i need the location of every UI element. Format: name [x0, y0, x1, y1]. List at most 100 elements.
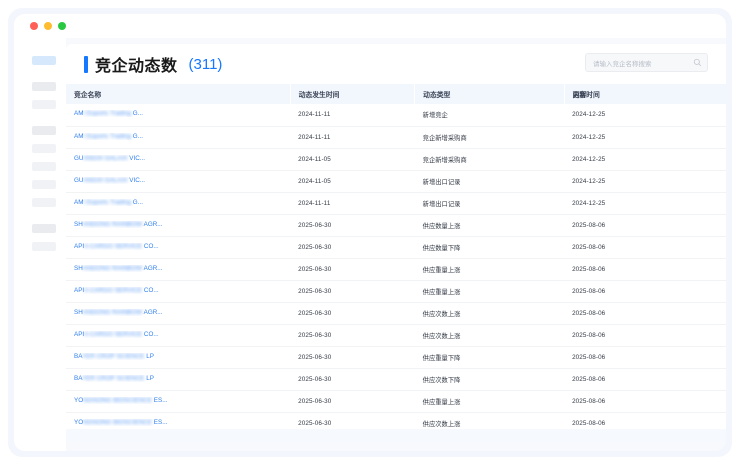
table-header: 竞企名称动态发生时间动态类型内容更新时间: [66, 84, 726, 104]
company-link[interactable]: GUANGXI GALAXI VIC...: [74, 154, 146, 162]
company-link[interactable]: GUANGXI GALAXI VIC...: [74, 176, 146, 184]
table-row[interactable]: APIA CARGO SERVICE CO... 2025-06-30 供应次数上涨…: [66, 324, 726, 347]
sidebar-item-group-1-title[interactable]: [32, 82, 56, 91]
cell-update-date: 2025-08-06: [564, 236, 726, 259]
main-content: 竞企动态数 (311) 请输入竞企名称搜索: [66, 38, 726, 451]
search-input[interactable]: 请输入竞企名称搜索: [585, 53, 708, 72]
column-header-0[interactable]: 竞企名称: [66, 84, 291, 104]
cell-event-type: 竞企新增采购商: [414, 148, 565, 171]
cell-company-name[interactable]: SHANDONG RAINBOW AGR...: [66, 258, 291, 281]
sidebar-item-group-3-sub-1[interactable]: [32, 242, 56, 251]
column-header-4[interactable]: 更新时间: [564, 84, 726, 104]
cell-event-type: 新增出口记录: [414, 170, 565, 193]
search-placeholder: 请输入竞企名称搜索: [593, 60, 652, 68]
sidebar-item-group-2-sub-3[interactable]: [32, 180, 56, 189]
redacted-company-text: YER CROP SCIENCE: [81, 352, 145, 360]
cell-event-date: 2025-06-30: [290, 390, 415, 413]
table-row[interactable]: APIA CARGO SERVICE CO... 2025-06-30 供应重量上涨…: [66, 280, 726, 303]
cell-event-type: 供应重量上涨: [414, 280, 565, 303]
company-link[interactable]: SHANDONG RAINBOW AGR...: [74, 220, 163, 228]
company-link[interactable]: SHANDONG RAINBOW AGR...: [74, 308, 163, 316]
company-link[interactable]: AMI Exports Trading G...: [74, 110, 143, 118]
cell-company-name[interactable]: GUANGXI GALAXI VIC...: [66, 170, 291, 193]
cell-event-type: 竞企新增采购商: [414, 126, 565, 149]
cell-update-date: 2025-08-06: [564, 302, 726, 325]
cell-company-name[interactable]: AMI Exports Trading G...: [66, 192, 291, 215]
redacted-company-text: ANDONG RAINBOW: [82, 308, 143, 316]
cell-company-name[interactable]: SHANDONG RAINBOW AGR...: [66, 302, 291, 325]
cell-event-type: 供应重量下降: [414, 346, 565, 369]
search-icon[interactable]: [693, 58, 702, 67]
column-header-2[interactable]: 动态类型: [414, 84, 565, 104]
cell-update-date: 2025-08-06: [564, 214, 726, 237]
minimize-window-dot[interactable]: [44, 22, 52, 30]
cell-company-name[interactable]: APIA CARGO SERVICE CO...: [66, 324, 291, 347]
sidebar-group-gap: [14, 118, 66, 126]
table-row[interactable]: BAYER CROP SCIENCE LP 2025-06-30 供应次数下降 202…: [66, 368, 726, 391]
table-row[interactable]: BAYER CROP SCIENCE LP 2025-06-30 供应重量下降 202…: [66, 346, 726, 369]
cell-update-date: 2025-08-06: [564, 324, 726, 347]
cell-update-date: 2024-12-25: [564, 192, 726, 215]
cell-company-name[interactable]: GUANGXI GALAXI VIC...: [66, 148, 291, 171]
cell-update-date: 2025-08-06: [564, 280, 726, 303]
company-link[interactable]: APIA CARGO SERVICE CO...: [74, 330, 159, 338]
sidebar-item-group-2-sub-1[interactable]: [32, 144, 56, 153]
table-row[interactable]: YONGNONG BIOSCIENCE ES... 2025-06-30 供应次数上…: [66, 412, 726, 435]
redacted-company-text: NGNONG BIOSCIENCE: [83, 418, 153, 426]
company-link[interactable]: YONGNONG BIOSCIENCE ES...: [74, 396, 168, 404]
table-row[interactable]: APIA CARGO SERVICE CO... 2025-06-30 供应数量下降…: [66, 236, 726, 259]
table-row[interactable]: AMI Exports Trading G... 2024-11-11 新增竞企 20…: [66, 104, 726, 127]
sidebar-item-group-2-sub-4[interactable]: [32, 198, 56, 207]
cell-company-name[interactable]: AMI Exports Trading G...: [66, 104, 291, 127]
company-link[interactable]: BAYER CROP SCIENCE LP: [74, 352, 154, 360]
sidebar-item-active[interactable]: [32, 56, 56, 65]
company-link[interactable]: APIA CARGO SERVICE CO...: [74, 242, 159, 250]
close-window-dot[interactable]: [30, 22, 38, 30]
browser-window: 竞企动态数 (311) 请输入竞企名称搜索: [8, 8, 732, 457]
table-row[interactable]: GUANGXI GALAXI VIC... 2024-11-05 竞企新增采购商 20…: [66, 148, 726, 171]
cell-company-name[interactable]: APIA CARGO SERVICE CO...: [66, 280, 291, 303]
cell-update-date: 2024-12-25: [564, 170, 726, 193]
table-row[interactable]: AMI Exports Trading G... 2024-11-11 新增出口记录…: [66, 192, 726, 215]
cell-company-name[interactable]: APIA CARGO SERVICE CO...: [66, 236, 291, 259]
table-row[interactable]: AMI Exports Trading G... 2024-11-11 竞企新增采购…: [66, 126, 726, 149]
cell-event-date: 2025-06-30: [290, 324, 415, 347]
redacted-company-text: ANDONG RAINBOW: [82, 264, 143, 272]
cell-event-date: 2025-06-30: [290, 346, 415, 369]
company-link[interactable]: YONGNONG BIOSCIENCE ES...: [74, 418, 168, 426]
cell-company-name[interactable]: BAYER CROP SCIENCE LP: [66, 368, 291, 391]
cell-event-date: 2025-06-30: [290, 368, 415, 391]
company-link[interactable]: AMI Exports Trading G...: [74, 132, 143, 140]
company-link[interactable]: SHANDONG RAINBOW AGR...: [74, 264, 163, 272]
cell-event-date: 2025-06-30: [290, 280, 415, 303]
dynamics-table-scroll[interactable]: 竞企名称动态发生时间动态类型内容更新时间 AMI Exports Trading…: [66, 84, 726, 441]
cell-company-name[interactable]: AMI Exports Trading G...: [66, 126, 291, 149]
company-link[interactable]: AMI Exports Trading G...: [74, 198, 143, 206]
sidebar-item-group-3-title[interactable]: [32, 224, 56, 233]
table-body: AMI Exports Trading G... 2024-11-11 新增竞企 20…: [66, 104, 726, 441]
cell-company-name[interactable]: SHANDONG RAINBOW AGR...: [66, 214, 291, 237]
window-content: 竞企动态数 (311) 请输入竞企名称搜索: [14, 14, 726, 451]
sidebar-item-group-2-title[interactable]: [32, 126, 56, 135]
table-row[interactable]: YONGNONG BIOSCIENCE ES... 2025-06-30 供应重量上…: [66, 390, 726, 413]
sidebar-item-group-2-sub-2[interactable]: [32, 162, 56, 171]
table-row[interactable]: SHANDONG RAINBOW AGR... 2025-06-30 供应重量上涨 2…: [66, 258, 726, 281]
cell-update-date: 2024-12-25: [564, 148, 726, 171]
redacted-company-text: YER CROP SCIENCE: [81, 374, 145, 382]
redacted-company-text: A CARGO SERVICE: [84, 330, 143, 338]
company-link[interactable]: BAYER CROP SCIENCE LP: [74, 374, 154, 382]
sidebar: [14, 38, 66, 451]
cell-event-date: 2025-06-30: [290, 302, 415, 325]
table-row[interactable]: GUANGXI GALAXI VIC... 2024-11-05 新增出口记录 202…: [66, 170, 726, 193]
redacted-company-text: ANDONG RAINBOW: [82, 220, 143, 228]
sidebar-item-group-1-sub-1[interactable]: [32, 100, 56, 109]
cell-company-name[interactable]: BAYER CROP SCIENCE LP: [66, 346, 291, 369]
cell-update-date: 2025-08-06: [564, 346, 726, 369]
table-row[interactable]: SHANDONG RAINBOW AGR... 2025-06-30 供应次数上涨 2…: [66, 302, 726, 325]
cell-company-name[interactable]: YONGNONG BIOSCIENCE ES...: [66, 390, 291, 413]
maximize-window-dot[interactable]: [58, 22, 66, 30]
cell-event-date: 2025-06-30: [290, 258, 415, 281]
company-link[interactable]: APIA CARGO SERVICE CO...: [74, 286, 159, 294]
column-header-1[interactable]: 动态发生时间: [290, 84, 416, 104]
table-row[interactable]: SHANDONG RAINBOW AGR... 2025-06-30 供应数量上涨 2…: [66, 214, 726, 237]
